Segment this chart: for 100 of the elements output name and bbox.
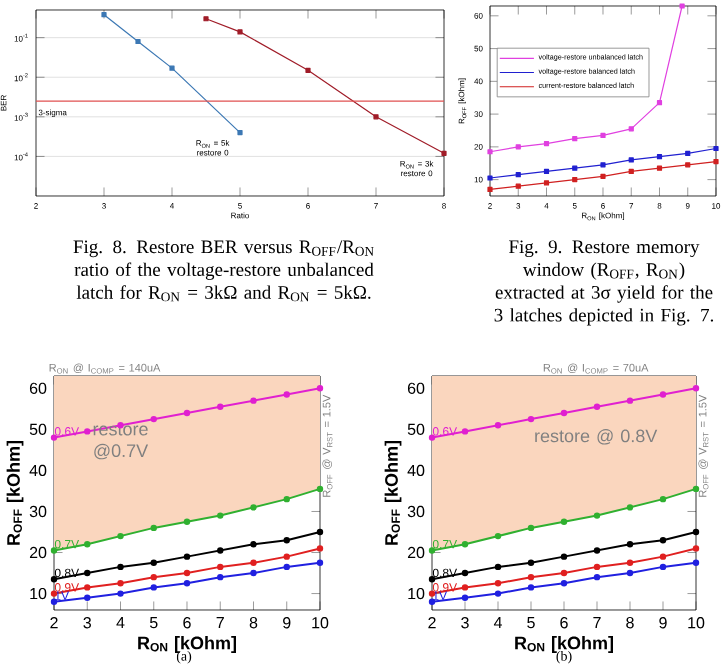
point [373, 114, 379, 120]
y-tick-label: 30 [29, 505, 47, 518]
y-tick-label: 60 [407, 382, 425, 394]
point [692, 385, 700, 392]
point [600, 132, 606, 138]
x-axis-title: R$_{ON}$ [kOhm] [138, 636, 236, 653]
point [428, 598, 436, 605]
point [515, 172, 521, 178]
point [283, 563, 290, 571]
x-tick-label: 8 [249, 617, 258, 629]
x-tick-label: 3 [83, 617, 91, 629]
point [593, 563, 601, 571]
point [84, 594, 91, 601]
y-tick-label: 50 [407, 423, 425, 436]
annotation: restore @ 0.8V [535, 429, 658, 445]
point [593, 573, 601, 581]
point [150, 573, 157, 581]
point [316, 559, 324, 566]
point [461, 428, 469, 435]
point [494, 422, 502, 429]
x-tick-label: 9 [659, 617, 667, 629]
point [713, 159, 719, 165]
x-tick-label: 8 [626, 617, 634, 629]
point [560, 409, 568, 417]
point [593, 547, 601, 554]
point [543, 168, 550, 175]
x-tick-label: 5 [527, 617, 535, 629]
point [84, 541, 91, 548]
point [626, 397, 634, 404]
point [84, 428, 91, 435]
point [656, 100, 663, 106]
point [101, 12, 107, 18]
point [316, 528, 324, 536]
point [713, 145, 719, 152]
point [600, 162, 606, 168]
point [183, 553, 191, 560]
point [685, 162, 691, 168]
x-tick-label: 3 [461, 617, 469, 629]
point [316, 545, 324, 552]
point [283, 391, 290, 398]
point [572, 177, 578, 183]
point [656, 154, 663, 160]
point [685, 150, 691, 157]
point [593, 512, 601, 519]
x-tick-label: 10 [312, 617, 329, 629]
point [150, 415, 157, 423]
point [117, 590, 124, 597]
point [572, 165, 578, 171]
point [560, 580, 568, 587]
point [527, 524, 535, 532]
point [487, 149, 493, 155]
point [572, 136, 578, 142]
point [527, 559, 535, 566]
point [169, 65, 175, 71]
x-axis-title: R$_{ON}$ [kOhm] [515, 636, 613, 653]
point [250, 569, 257, 577]
point [283, 553, 290, 560]
point [626, 541, 634, 548]
point [283, 537, 290, 544]
point [316, 385, 324, 392]
point [679, 3, 685, 9]
point [117, 563, 124, 571]
x-tick-label: 7 [216, 617, 224, 629]
point [461, 594, 469, 601]
x-tick-label: 6 [183, 617, 191, 629]
point [183, 569, 191, 577]
y-tick-label: 20 [407, 546, 425, 559]
point [494, 563, 502, 571]
x-tick-label: 7 [593, 617, 601, 629]
point [560, 553, 568, 560]
point [600, 173, 606, 179]
point [692, 545, 700, 552]
x-tick-label: 4 [116, 617, 125, 629]
point [305, 67, 311, 73]
point [217, 573, 224, 581]
point [84, 569, 91, 577]
y-tick-label: 30 [407, 505, 425, 518]
x-tick-label: 9 [283, 617, 291, 629]
point [283, 495, 290, 503]
point [250, 541, 257, 548]
point [441, 150, 447, 156]
point [494, 590, 502, 597]
text: Fig. 8. Restore BER versus R$_{OFF}$/R$_{ON}$ ratio of the voltage-restore unbalanced latch for R$_{ON}$ = 3kΩ and R$_{ON}$ = 5kΩ. [73, 240, 374, 302]
y-tick-label: 10 [30, 587, 47, 600]
point [527, 415, 535, 423]
point [84, 584, 91, 591]
point [659, 563, 667, 571]
point [150, 524, 157, 532]
point [659, 495, 667, 503]
point [250, 559, 257, 566]
caption: Fig. 9. Restore memory window (R$_{OFF}$, R$_{ON}$) extracted at 3σ yield for the 3 latches depicted in Fig. 7. [494, 240, 714, 326]
point [692, 528, 700, 536]
y-tick-label: 40 [29, 464, 47, 477]
point [203, 16, 209, 22]
point [543, 140, 550, 147]
point [250, 504, 257, 511]
point [626, 559, 634, 566]
point [217, 563, 224, 571]
point [217, 403, 224, 410]
point [692, 559, 700, 566]
